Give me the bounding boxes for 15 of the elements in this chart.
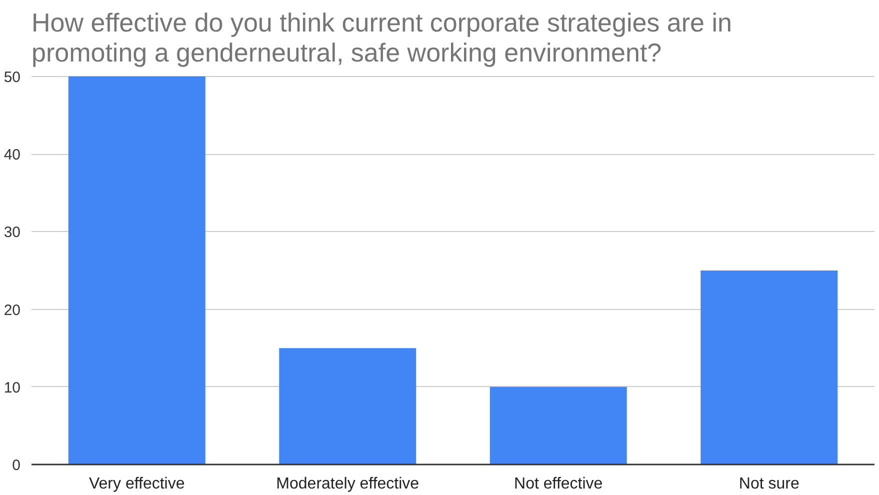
y-tick-label: 0 (12, 457, 20, 474)
x-tick-label: Not sure (738, 476, 800, 492)
bar (68, 76, 206, 464)
x-tick-label: Not effective (514, 476, 603, 492)
x-tick-label: Moderately effective (276, 476, 420, 492)
chart-title: How effective do you think current corporate strategies are in promoting a genderneutral, safe working environment? (32, 8, 732, 68)
bar (700, 270, 838, 464)
bar (490, 386, 627, 464)
y-tick-label: 10 (4, 379, 21, 396)
y-tick-label: 50 (4, 68, 21, 86)
bar (279, 348, 416, 464)
y-tick-label: 40 (4, 146, 21, 164)
y-tick-label: 20 (4, 302, 21, 319)
x-tick-label: Very effective (88, 476, 185, 492)
y-tick-label: 30 (4, 224, 21, 242)
